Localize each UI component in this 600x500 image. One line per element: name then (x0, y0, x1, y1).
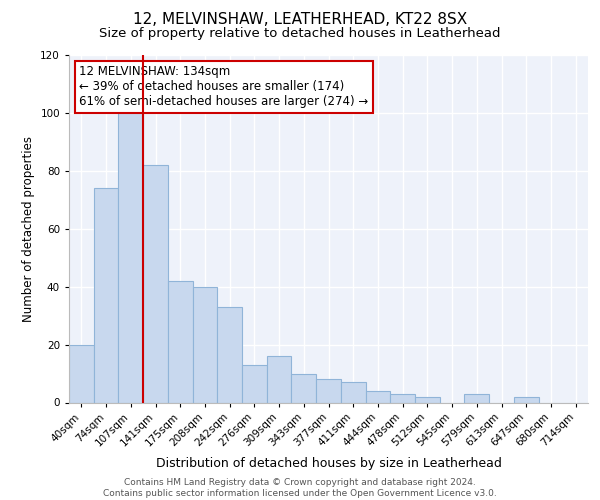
Bar (341, 382, 365, 402)
Bar (193, 286, 217, 403)
Bar (365, 391, 390, 402)
Bar (415, 396, 440, 402)
Bar (69, 344, 94, 403)
Bar (390, 394, 415, 402)
Bar (143, 165, 168, 402)
Bar (514, 396, 539, 402)
Bar (292, 374, 316, 402)
Bar (217, 307, 242, 402)
Text: Size of property relative to detached houses in Leatherhead: Size of property relative to detached ho… (99, 28, 501, 40)
Y-axis label: Number of detached properties: Number of detached properties (22, 136, 35, 322)
Text: 12 MELVINSHAW: 134sqm
← 39% of detached houses are smaller (174)
61% of semi-det: 12 MELVINSHAW: 134sqm ← 39% of detached … (79, 66, 368, 108)
Bar (267, 356, 292, 403)
Bar (242, 365, 267, 403)
Text: Contains HM Land Registry data © Crown copyright and database right 2024.
Contai: Contains HM Land Registry data © Crown c… (103, 478, 497, 498)
Text: 12, MELVINSHAW, LEATHERHEAD, KT22 8SX: 12, MELVINSHAW, LEATHERHEAD, KT22 8SX (133, 12, 467, 28)
Bar (94, 188, 118, 402)
Bar (168, 281, 193, 402)
Bar (316, 380, 341, 402)
Bar (118, 110, 143, 403)
X-axis label: Distribution of detached houses by size in Leatherhead: Distribution of detached houses by size … (155, 456, 502, 469)
Bar (464, 394, 489, 402)
